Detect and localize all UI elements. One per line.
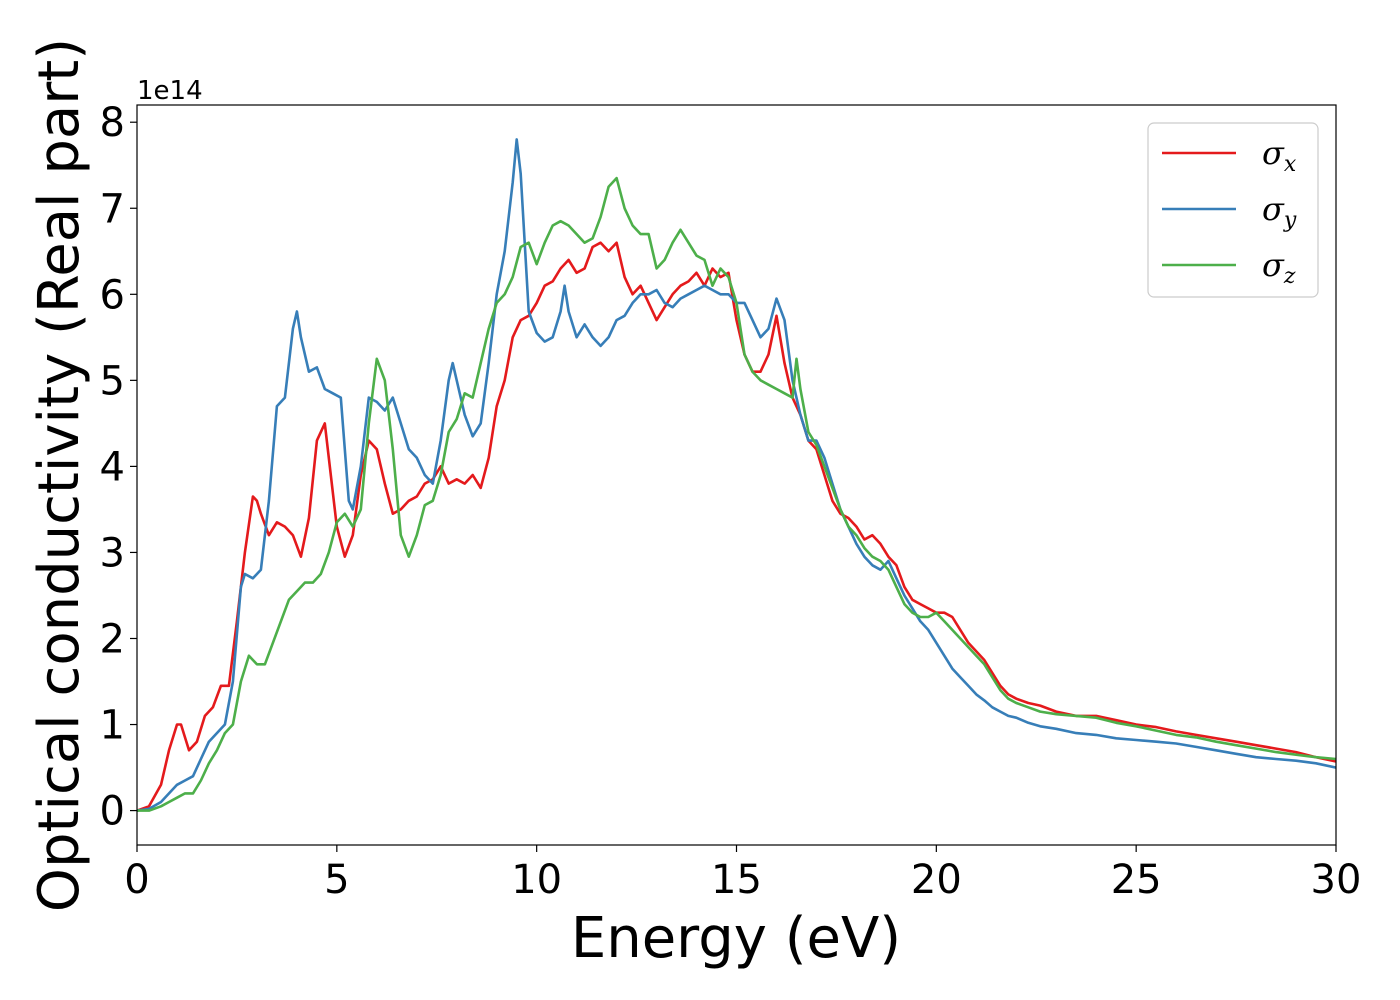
series-layer [137,138,1336,812]
x-tick-label: 5 [324,857,349,903]
y-tick-label: 0 [100,789,125,835]
y-tick-label: 1 [100,703,125,749]
x-tick-label: 30 [1311,857,1362,903]
y-axis: 0 1 2 3 4 5 6 7 8 [100,100,137,835]
y-tick-label: 4 [100,444,125,490]
x-axis: 0 5 10 15 20 25 30 [124,845,1361,903]
x-axis-label: Energy (eV) [571,906,901,971]
x-tick-label: 10 [511,857,562,903]
legend-label-y: σy [1262,190,1297,233]
x-tick-label: 15 [711,857,762,903]
x-tick-label: 25 [1111,857,1162,903]
y-tick-label: 3 [100,530,125,576]
series-line-x [137,241,1336,812]
y-tick-label: 5 [100,358,125,404]
series-line-z [137,176,1336,812]
x-tick-label: 20 [911,857,962,903]
x-tick-label: 0 [124,857,149,903]
y-axis-label: Optical conductivity (Real part) [27,38,92,912]
legend: σx σy σz [1147,122,1319,298]
y-tick-label: 6 [100,272,125,318]
series-line-y [137,138,1336,812]
y-offset-label: 1e14 [137,76,203,106]
y-tick-label: 2 [100,616,125,662]
legend-label-z: σz [1262,246,1296,289]
legend-label-x: σx [1262,134,1297,177]
y-tick-label: 8 [100,100,125,146]
y-tick-label: 7 [100,186,125,232]
